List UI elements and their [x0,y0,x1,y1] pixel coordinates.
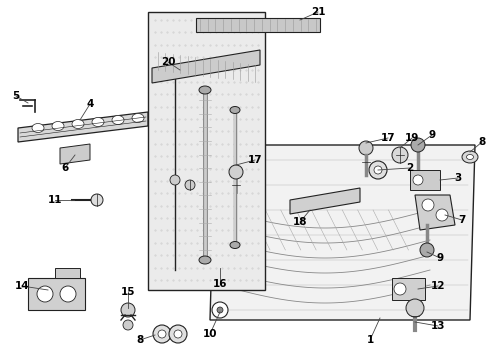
Text: 16: 16 [213,279,227,289]
Text: 9: 9 [437,253,443,263]
Circle shape [392,147,408,163]
Circle shape [121,303,135,317]
Text: 18: 18 [293,217,307,227]
Ellipse shape [230,242,240,248]
Text: 20: 20 [161,57,175,67]
Polygon shape [55,268,80,278]
Ellipse shape [199,86,211,94]
Circle shape [37,286,53,302]
Circle shape [60,286,76,302]
Ellipse shape [132,113,144,122]
Text: 13: 13 [431,321,445,331]
Circle shape [369,161,387,179]
Text: 4: 4 [86,99,94,109]
Text: 17: 17 [247,155,262,165]
Ellipse shape [112,116,124,125]
Polygon shape [18,112,148,142]
Circle shape [420,243,434,257]
Text: 17: 17 [381,133,395,143]
Ellipse shape [230,107,240,113]
Text: 15: 15 [121,287,135,297]
Circle shape [153,325,171,343]
Circle shape [406,299,424,317]
Polygon shape [148,12,265,290]
Polygon shape [28,278,85,310]
Text: 19: 19 [405,133,419,143]
Circle shape [413,175,423,185]
Text: 5: 5 [12,91,20,101]
Polygon shape [410,170,440,190]
Ellipse shape [52,122,64,131]
Text: 9: 9 [428,130,436,140]
Circle shape [374,166,382,174]
Ellipse shape [199,256,211,264]
Text: 2: 2 [406,163,414,173]
Ellipse shape [92,117,104,126]
Text: 8: 8 [478,137,486,147]
Polygon shape [290,188,360,214]
Polygon shape [210,145,475,320]
Circle shape [158,330,166,338]
Text: 10: 10 [203,329,217,339]
Circle shape [123,320,133,330]
Text: 21: 21 [311,7,325,17]
Polygon shape [60,144,90,164]
Polygon shape [152,50,260,83]
Circle shape [359,141,373,155]
Text: 14: 14 [15,281,29,291]
Polygon shape [415,195,455,230]
Polygon shape [392,278,425,300]
Text: 6: 6 [61,163,69,173]
Circle shape [229,165,243,179]
Text: 12: 12 [431,281,445,291]
Circle shape [422,199,434,211]
Ellipse shape [32,123,44,132]
Text: 11: 11 [48,195,62,205]
Ellipse shape [72,120,84,129]
Circle shape [394,283,406,295]
Circle shape [174,330,182,338]
Ellipse shape [462,151,478,163]
Circle shape [170,175,180,185]
Ellipse shape [466,154,473,159]
Circle shape [436,209,448,221]
Text: 1: 1 [367,335,374,345]
Circle shape [217,307,223,313]
Text: 8: 8 [136,335,144,345]
Text: 3: 3 [454,173,462,183]
Circle shape [212,302,228,318]
Circle shape [91,194,103,206]
Polygon shape [196,18,320,32]
Text: 7: 7 [458,215,466,225]
Circle shape [169,325,187,343]
Circle shape [185,180,195,190]
Circle shape [411,138,425,152]
